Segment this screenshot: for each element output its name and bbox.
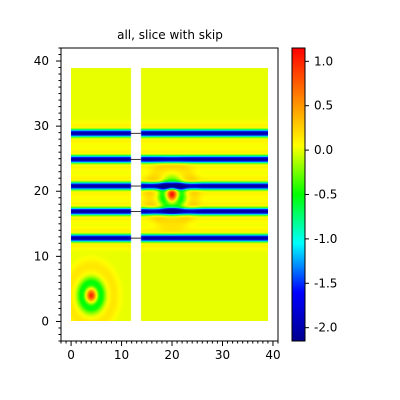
- colorbar-tick-label: -2.0: [314, 321, 337, 335]
- y-tick-label: 30: [34, 119, 49, 133]
- y-tick-label: 20: [34, 184, 49, 198]
- x-axis: 0 10 20 30 40: [60, 341, 281, 362]
- x-tick-label: 10: [114, 348, 129, 362]
- x-tick-label: 20: [164, 348, 179, 362]
- x-tick-label: 30: [215, 348, 230, 362]
- y-tick-label: 0: [41, 314, 49, 328]
- x-tick-label: 40: [265, 348, 280, 362]
- colorbar-tick-label: -0.5: [314, 188, 337, 202]
- colorbar-tick-label: -1.5: [314, 276, 337, 290]
- heatmap-image: [71, 68, 268, 321]
- colorbar-axis: 1.0 0.5 0.0 -0.5 -1.0 -1.5 -2.0: [305, 54, 337, 335]
- plot-area: [71, 68, 268, 321]
- y-tick-label: 40: [34, 54, 49, 68]
- colorbar-tick-label: 0.5: [314, 99, 333, 113]
- colorbar-tick-label: -1.0: [314, 232, 337, 246]
- y-axis: 0 10 20 30 40: [34, 47, 61, 342]
- colorbar-tick-label: 1.0: [314, 54, 333, 68]
- plot-frame: [60, 47, 279, 342]
- chart-title: all, slice with skip: [117, 28, 223, 42]
- colorbar-tick-label: 0.0: [314, 143, 333, 157]
- y-tick-label: 10: [34, 249, 49, 263]
- x-tick-label: 0: [67, 348, 75, 362]
- colorbar: [291, 47, 306, 342]
